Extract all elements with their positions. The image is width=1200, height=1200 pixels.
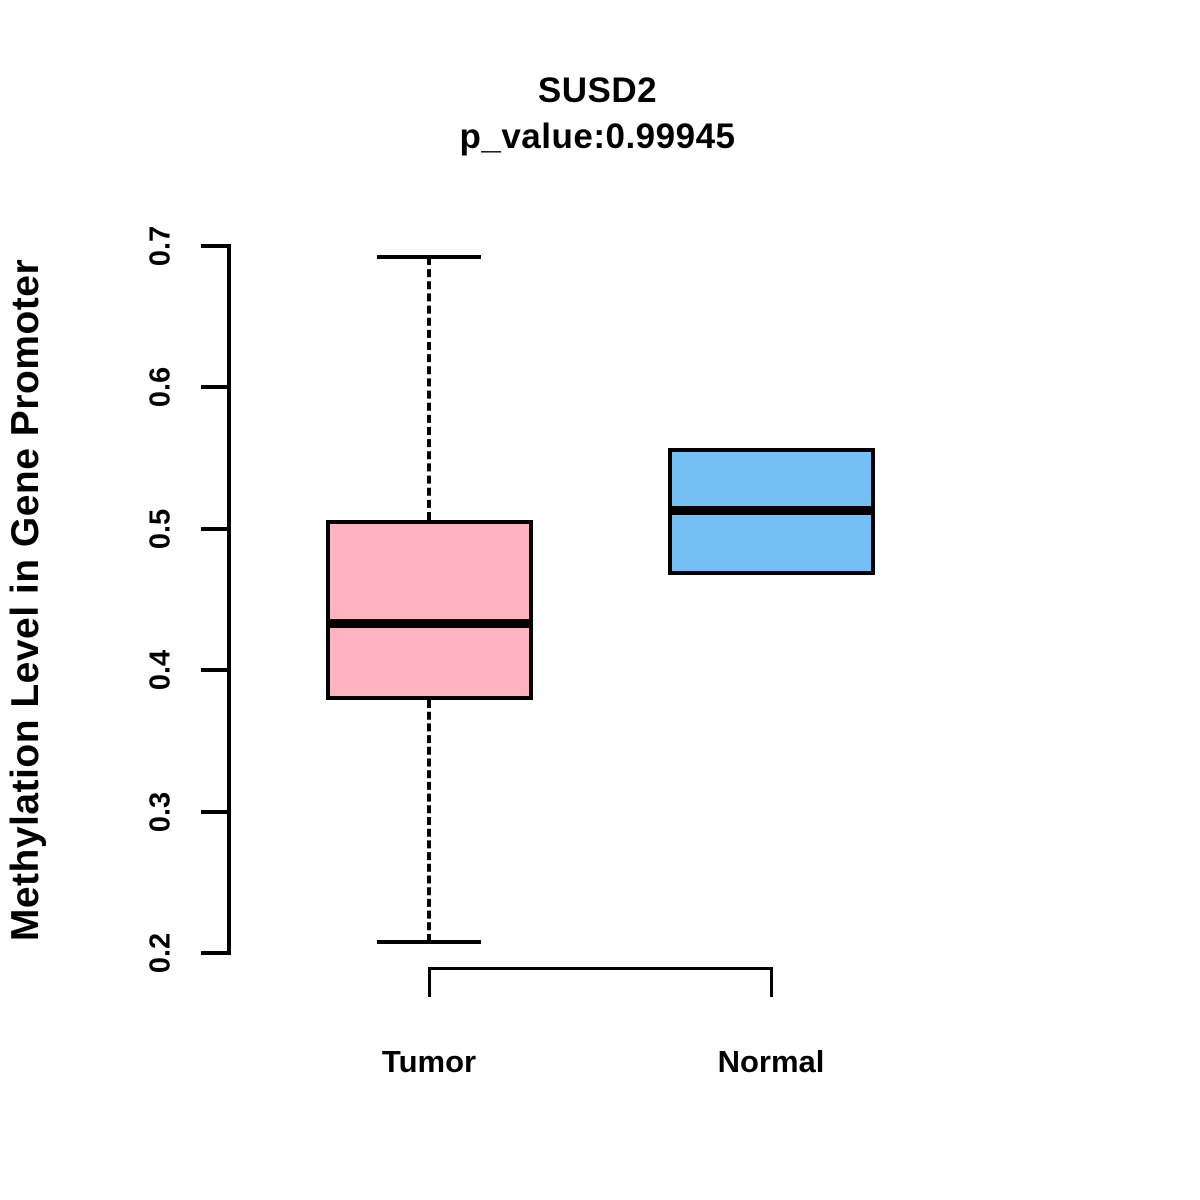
x-tick-tumor (427, 967, 431, 997)
y-tick-label: 0.5 (144, 508, 177, 549)
box-tumor (325, 520, 533, 700)
x-tick-normal (769, 967, 773, 997)
whisker-upper-cap-tumor (377, 255, 481, 260)
y-tick-label: 0.7 (144, 225, 177, 267)
median-line-normal (667, 505, 875, 515)
chart-subtitle: p_value:0.99945 (459, 117, 736, 156)
y-tick-label: 0.4 (144, 650, 177, 691)
median-line-tumor (325, 619, 533, 629)
y-tick (201, 526, 229, 531)
whisker-upper-tumor (427, 257, 431, 521)
y-tick (201, 951, 229, 955)
x-category-label-normal: Normal (717, 1044, 825, 1079)
y-axis-label: Methylation Level in Gene Promoter (4, 258, 47, 942)
y-tick-label: 0.3 (144, 791, 177, 832)
whisker-lower-tumor (427, 699, 431, 942)
chart-title: SUSD2 (537, 71, 658, 110)
y-tick-label: 0.6 (144, 367, 177, 408)
y-tick (201, 385, 229, 390)
y-tick-label: 0.2 (144, 932, 177, 974)
x-category-label-tumor: Tumor (381, 1044, 477, 1079)
y-axis-line (227, 244, 231, 955)
y-tick (201, 668, 229, 673)
whisker-lower-cap-tumor (377, 939, 481, 944)
y-tick (201, 809, 229, 814)
y-tick (201, 244, 229, 248)
x-axis-line (427, 967, 773, 970)
